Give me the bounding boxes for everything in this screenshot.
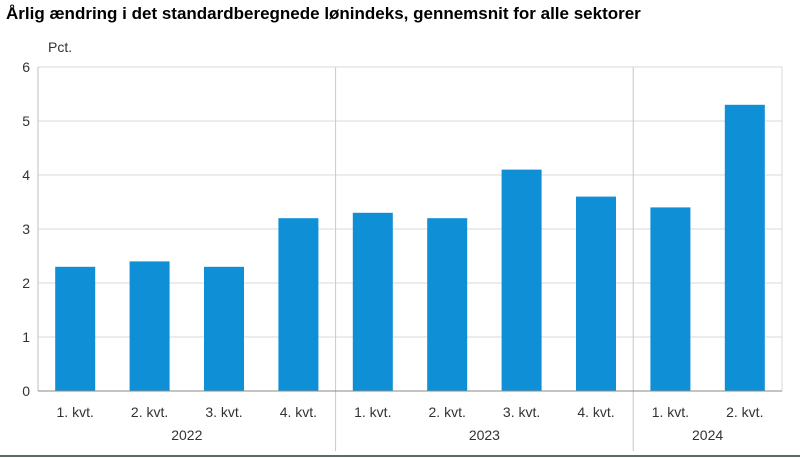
bar — [427, 218, 468, 391]
bar — [278, 218, 319, 391]
x-tick-label: 1. kvt. — [354, 404, 391, 420]
x-tick-label: 4. kvt. — [280, 404, 317, 420]
bar — [501, 169, 542, 391]
axes — [37, 66, 783, 392]
x-tick-label: 2. kvt. — [429, 404, 466, 420]
x-tick-label: 1. kvt. — [652, 404, 689, 420]
y-tick-label: 6 — [22, 59, 30, 75]
x-tick-label: 2. kvt. — [131, 404, 168, 420]
bar — [650, 207, 691, 391]
y-tick-label: 5 — [22, 113, 30, 129]
y-tick-label: 0 — [22, 383, 30, 399]
y-tick-label: 2 — [22, 275, 30, 291]
bar — [576, 196, 616, 391]
x-group-label: 2023 — [469, 427, 500, 443]
bar — [55, 266, 96, 391]
x-tick-label: 1. kvt. — [57, 404, 94, 420]
bar — [724, 104, 765, 392]
y-tick-label: 3 — [22, 221, 30, 237]
x-tick-label: 2. kvt. — [726, 404, 763, 420]
bar — [352, 212, 393, 391]
chart-title: Årlig ændring i det standardberegnede lø… — [6, 4, 641, 23]
y-tick-label: 4 — [22, 167, 30, 183]
x-group-label: 2024 — [692, 427, 723, 443]
bar — [129, 261, 170, 391]
bars — [55, 104, 765, 392]
x-group-label: 2022 — [171, 427, 202, 443]
bar — [204, 266, 244, 391]
y-tick-label: 1 — [22, 329, 30, 345]
y-axis-unit-label: Pct. — [48, 39, 72, 55]
x-tick-label: 3. kvt. — [503, 404, 540, 420]
x-tick-label: 3. kvt. — [205, 404, 242, 420]
x-tick-label: 4. kvt. — [577, 404, 614, 420]
